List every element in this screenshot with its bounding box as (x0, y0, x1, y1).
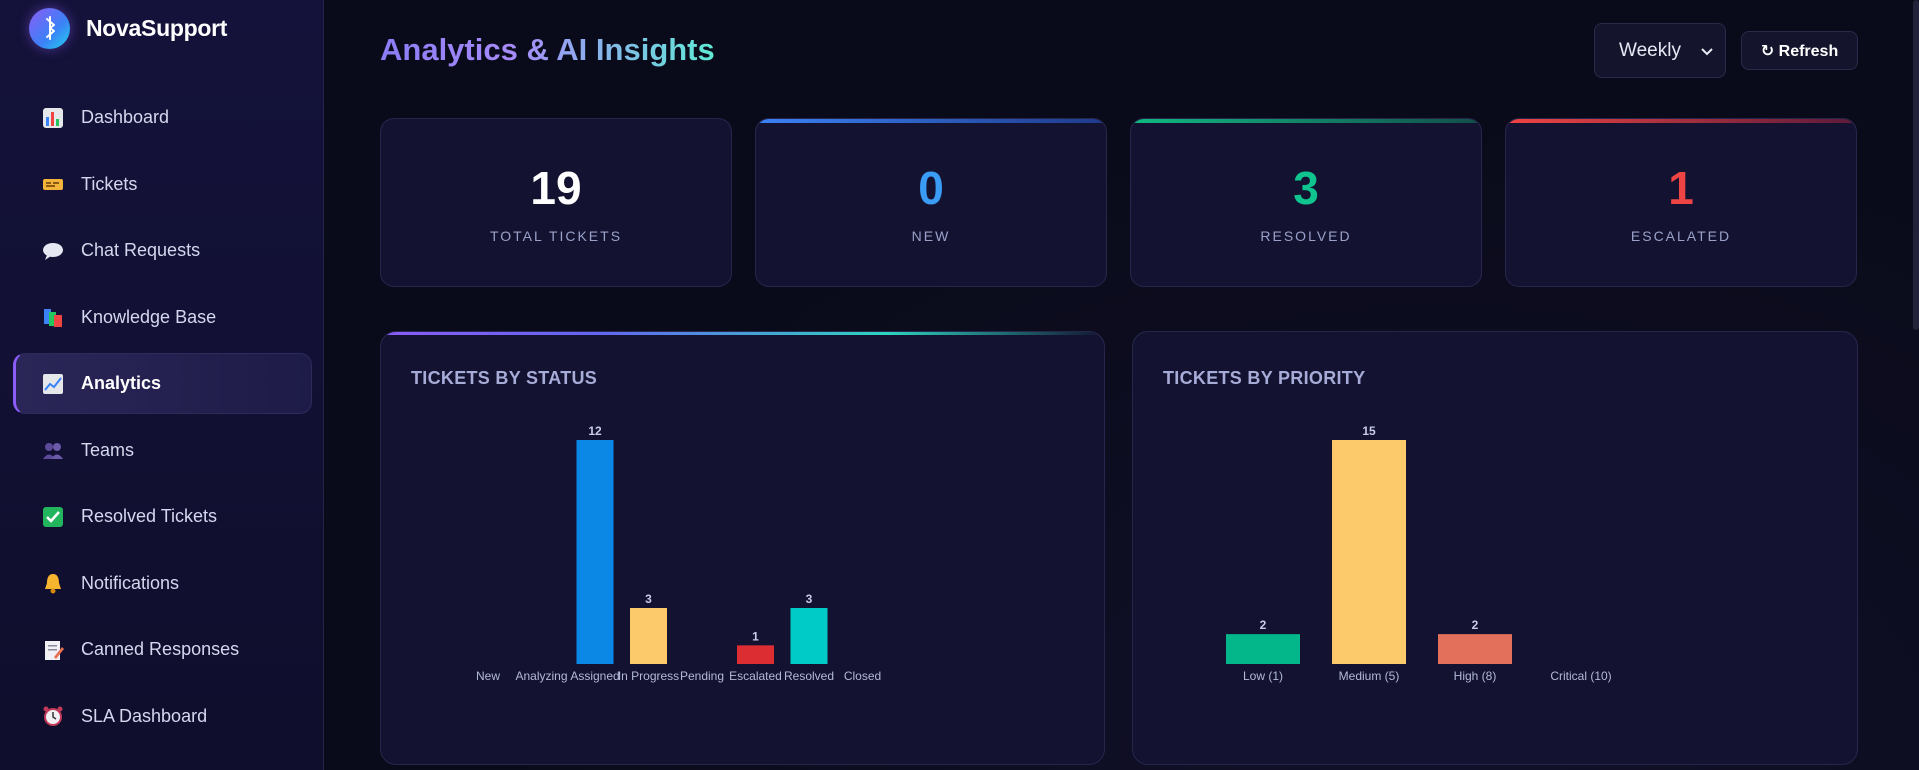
sidebar-item-label: Knowledge Base (81, 306, 217, 327)
main-content: Analytics & AI Insights Weekly ↻ Refresh… (324, 0, 1919, 770)
period-select-value: Weekly (1619, 39, 1681, 61)
bar-value-label: 12 (588, 424, 602, 438)
bar-value-label: 15 (1362, 424, 1376, 438)
stat-card-accent-bar (756, 119, 1106, 123)
stat-label: RESOLVED (1260, 228, 1352, 244)
x-axis-tick-label: Resolved (784, 669, 834, 683)
sidebar-item-label: Dashboard (81, 107, 170, 127)
stat-value: 19 (530, 162, 582, 214)
sidebar-item-label: Analytics (81, 373, 162, 393)
bar-low-1[interactable] (1226, 634, 1300, 664)
x-axis-tick-label: Analyzing (515, 669, 567, 683)
stat-card-accent-bar (381, 119, 731, 123)
sidebar-item-label: Teams (81, 439, 135, 460)
ticket-icon (41, 172, 65, 196)
x-axis-tick-label: Critical (10) (1550, 669, 1611, 683)
bar-value-label: 3 (645, 592, 652, 606)
stat-label: ESCALATED (1630, 228, 1732, 244)
sidebar-item-tickets[interactable]: Tickets (13, 154, 312, 215)
sidebar-item-label: Canned Responses (81, 639, 240, 659)
memo-icon (41, 638, 65, 662)
x-axis-tick-label: Medium (5) (1339, 669, 1400, 683)
chart-title: TICKETS BY STATUS (411, 368, 598, 388)
stat-card-accent-bar (1506, 119, 1856, 123)
books-icon (41, 305, 65, 329)
sidebar-nav: Dashboard Tickets Chat Requests Knowledg… (13, 87, 312, 752)
sidebar-item-dashboard[interactable]: Dashboard (13, 87, 312, 148)
scrollbar-thumb[interactable] (1913, 0, 1919, 330)
sidebar-item-analytics[interactable]: Analytics (13, 353, 312, 414)
sidebar-item-teams[interactable]: Teams (13, 420, 312, 481)
bar-high-8[interactable] (1438, 634, 1512, 664)
stat-card-accent-bar (1131, 119, 1481, 123)
x-axis-tick-label: High (8) (1454, 669, 1497, 683)
status-bar-chart: New Analyzing 12 Assigned 3 In Progress Pendin… (476, 424, 881, 683)
sidebar-item-resolved-tickets[interactable]: Resolved Tickets (13, 486, 312, 547)
chart-card-accent-bar (381, 332, 1104, 335)
stat-card-new: 0 NEW (755, 118, 1107, 287)
bar-value-label: 2 (1260, 618, 1267, 632)
brand-logo-icon (29, 7, 70, 49)
sidebar-item-label: Notifications (81, 572, 180, 593)
sidebar-item-label: Tickets (81, 173, 138, 194)
stat-label: TOTAL TICKETS (489, 228, 623, 244)
sidebar-item-label: SLA Dashboard (81, 705, 208, 726)
chart-card-tickets-by-status: TICKETS BY STATUS New Analyzing 12 Assigned… (380, 331, 1105, 765)
page-title: Analytics & AI Insights (380, 32, 715, 67)
brand-name: NovaSupport (86, 14, 228, 41)
chart-title: TICKETS BY PRIORITY (1163, 368, 1366, 388)
stat-value: 1 (1668, 162, 1694, 214)
sidebar-item-label: Resolved Tickets (81, 506, 218, 526)
brand[interactable]: NovaSupport (29, 7, 227, 49)
bar-value-label: 2 (1472, 618, 1479, 632)
priority-bar-chart: 2 Low (1) 15 Medium (5) 2 High (8) Critical (1… (1226, 424, 1612, 683)
bell-icon (41, 571, 65, 595)
trend-chart-icon (41, 372, 65, 396)
sidebar-item-notifications[interactable]: Notifications (13, 553, 312, 614)
refresh-button[interactable]: ↻ Refresh (1741, 31, 1858, 70)
users-icon (41, 438, 65, 462)
sidebar-item-sla-dashboard[interactable]: SLA Dashboard (13, 686, 312, 747)
sidebar-item-label: Chat Requests (81, 240, 201, 260)
bar-chart-icon (41, 106, 65, 130)
bar-value-label: 1 (752, 629, 759, 643)
chart-card-tickets-by-priority: TICKETS BY PRIORITY 2 Low (1) 15 Medium (5)… (1132, 331, 1858, 765)
period-select[interactable]: Weekly (1594, 23, 1726, 78)
bar-medium-5[interactable] (1332, 440, 1406, 664)
stat-card-resolved: 3 RESOLVED (1130, 118, 1482, 287)
x-axis-tick-label: New (476, 669, 500, 683)
bar-value-label: 3 (806, 592, 813, 606)
bar-in-progress[interactable] (630, 608, 667, 664)
x-axis-tick-label: Closed (844, 669, 881, 683)
x-axis-tick-label: In Progress (618, 669, 679, 683)
x-axis-tick-label: Pending (680, 669, 724, 683)
speech-bubble-icon (41, 239, 65, 263)
sidebar-item-knowledge-base[interactable]: Knowledge Base (13, 287, 312, 348)
bar-resolved[interactable] (790, 608, 828, 664)
x-axis-tick-label: Low (1) (1243, 669, 1283, 683)
alarm-clock-icon (41, 704, 65, 728)
stat-value: 3 (1293, 162, 1319, 214)
x-axis-tick-label: Escalated (729, 669, 782, 683)
stat-value: 0 (918, 162, 944, 214)
stat-label: NEW (911, 228, 951, 244)
sidebar: NovaSupport Dashboard Tickets Chat Reque… (0, 0, 324, 770)
stat-card-total-tickets: 19 TOTAL TICKETS (380, 118, 732, 287)
sidebar-item-canned-responses[interactable]: Canned Responses (13, 619, 312, 680)
bar-escalated[interactable] (737, 645, 774, 664)
chevron-down-icon (1701, 40, 1713, 62)
bar-assigned[interactable] (576, 440, 614, 664)
check-box-icon (41, 505, 65, 529)
sidebar-item-chat-requests[interactable]: Chat Requests (13, 220, 312, 281)
x-axis-tick-label: Assigned (570, 669, 619, 683)
stat-card-escalated: 1 ESCALATED (1505, 118, 1857, 287)
